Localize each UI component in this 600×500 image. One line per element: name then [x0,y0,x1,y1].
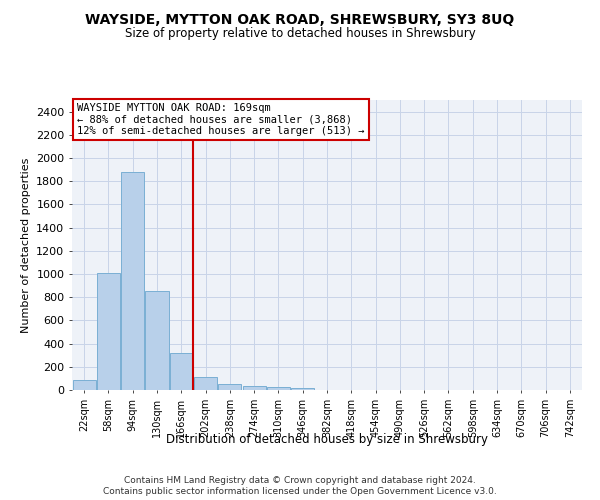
Bar [121,172,144,390]
Bar [194,376,217,390]
Y-axis label: Number of detached properties: Number of detached properties [20,158,31,332]
Text: Contains public sector information licensed under the Open Government Licence v3: Contains public sector information licen… [103,488,497,496]
Bar [73,380,95,390]
Bar [170,354,193,390]
Bar [267,387,290,390]
Bar [97,273,120,390]
Bar [291,388,314,390]
Bar [145,291,169,390]
Text: Size of property relative to detached houses in Shrewsbury: Size of property relative to detached ho… [125,28,475,40]
Text: WAYSIDE, MYTTON OAK ROAD, SHREWSBURY, SY3 8UQ: WAYSIDE, MYTTON OAK ROAD, SHREWSBURY, SY… [85,12,515,26]
Text: Distribution of detached houses by size in Shrewsbury: Distribution of detached houses by size … [166,432,488,446]
Text: Contains HM Land Registry data © Crown copyright and database right 2024.: Contains HM Land Registry data © Crown c… [124,476,476,485]
Text: WAYSIDE MYTTON OAK ROAD: 169sqm
← 88% of detached houses are smaller (3,868)
12%: WAYSIDE MYTTON OAK ROAD: 169sqm ← 88% of… [77,103,365,136]
Bar [242,386,266,390]
Bar [218,384,241,390]
